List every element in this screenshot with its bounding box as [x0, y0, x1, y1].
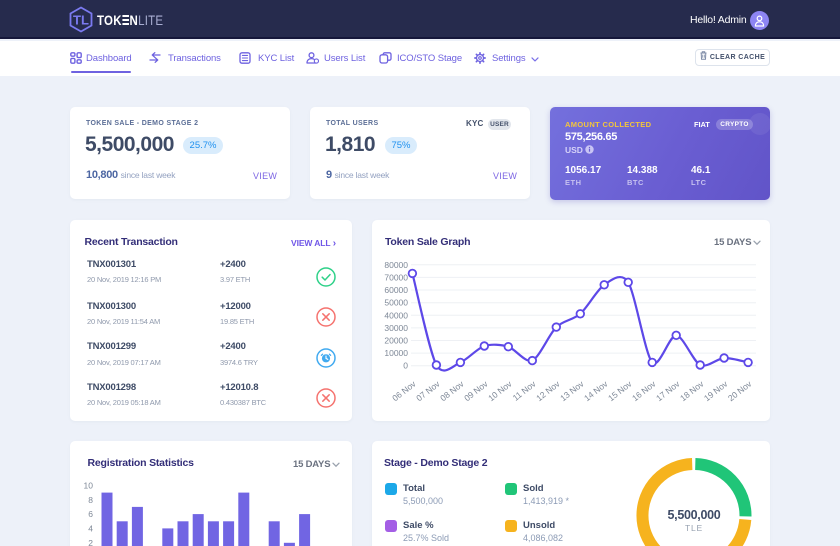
svg-text:11 Nov: 11 Nov	[511, 378, 538, 403]
svg-text:17 Nov: 17 Nov	[654, 378, 682, 403]
svg-text:10 Nov: 10 Nov	[486, 378, 514, 403]
svg-text:16 Nov: 16 Nov	[630, 378, 658, 403]
svg-text:13 Nov: 13 Nov	[558, 378, 586, 403]
svg-text:60000: 60000	[384, 285, 408, 295]
svg-text:8: 8	[88, 495, 93, 505]
svg-text:06 Nov: 06 Nov	[390, 378, 418, 403]
svg-text:10000: 10000	[384, 348, 408, 358]
svg-text:80000: 80000	[384, 260, 408, 270]
svg-text:50000: 50000	[384, 298, 408, 308]
svg-text:15 Nov: 15 Nov	[606, 378, 634, 403]
svg-text:40000: 40000	[384, 310, 408, 320]
svg-text:07 Nov: 07 Nov	[414, 378, 442, 403]
svg-text:0: 0	[403, 361, 408, 371]
svg-text:20 Nov: 20 Nov	[726, 378, 754, 403]
svg-text:70000: 70000	[384, 272, 408, 282]
svg-text:4: 4	[88, 524, 93, 534]
svg-text:08 Nov: 08 Nov	[438, 378, 466, 403]
svg-text:12 Nov: 12 Nov	[534, 378, 562, 403]
svg-text:14 Nov: 14 Nov	[582, 378, 610, 403]
svg-text:10: 10	[84, 480, 94, 490]
svg-text:18 Nov: 18 Nov	[678, 378, 706, 403]
svg-text:30000: 30000	[384, 323, 408, 333]
svg-text:TLE: TLE	[685, 523, 703, 533]
svg-text:20000: 20000	[384, 336, 408, 346]
svg-text:TL: TL	[73, 13, 89, 28]
svg-text:09 Nov: 09 Nov	[462, 378, 490, 403]
svg-text:5,500,000: 5,500,000	[668, 508, 721, 522]
svg-text:6: 6	[88, 509, 93, 519]
svg-text:19 Nov: 19 Nov	[702, 378, 730, 403]
svg-text:2: 2	[88, 538, 93, 546]
